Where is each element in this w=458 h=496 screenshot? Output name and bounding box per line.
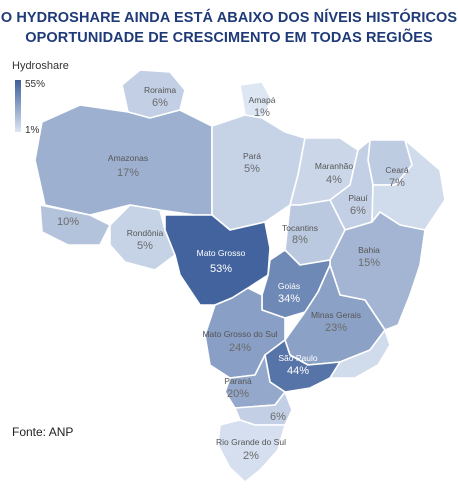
label-rio-grande-do-sul-value: 2% — [243, 450, 259, 462]
source-note: Fonte: ANP — [12, 425, 74, 439]
label-sao-paulo-name: São Paulo — [278, 353, 317, 363]
label-amapa-value: 1% — [254, 107, 270, 119]
state-labels: Roraima 6% Amapá 1% Amazonas 17% Pará 5%… — [57, 85, 409, 462]
label-santa-catarina-value: 6% — [270, 411, 286, 423]
state-acre — [39, 204, 111, 246]
state-rio-grande-do-sul — [217, 419, 286, 483]
label-tocantins-name: Tocantins — [282, 223, 318, 233]
label-amazonas-value: 17% — [117, 167, 139, 179]
label-minas-gerais-value: 23% — [325, 322, 347, 334]
label-rio-grande-do-sul-name: Rio Grande do Sul — [216, 437, 286, 447]
state-amapa — [239, 81, 273, 119]
legend-color-scale — [15, 80, 21, 132]
label-acre-value: 10% — [57, 216, 79, 228]
map-title-line-2: OPORTUNIDADE DE CRESCIMENTO EM TODAS REG… — [25, 30, 433, 46]
state-regions — [34, 69, 446, 483]
label-goias-value: 34% — [278, 293, 300, 305]
label-maranhao-value: 4% — [326, 174, 342, 186]
label-mato-grosso-name: Mato Grosso — [197, 248, 246, 258]
label-ceara-name: Ceará — [385, 165, 408, 175]
label-para-name: Pará — [243, 151, 261, 161]
state-rio-de-janeiro — [329, 329, 391, 379]
label-bahia-value: 15% — [358, 257, 380, 269]
label-para-value: 5% — [244, 163, 260, 175]
label-ceara-value: 7% — [389, 177, 405, 189]
label-maranhao-name: Maranhão — [315, 161, 354, 171]
label-goias-name: Goiás — [278, 281, 300, 291]
label-amapa-name: Amapá — [249, 95, 276, 105]
label-roraima-name: Roraima — [144, 85, 176, 95]
legend-min-label: 1% — [25, 125, 40, 136]
label-sao-paulo-value: 44% — [287, 365, 309, 377]
label-piaui-name: Piauí — [348, 193, 368, 203]
label-rondonia-value: 5% — [137, 240, 153, 252]
label-parana-name: Paraná — [224, 376, 252, 386]
map-title-line-1: O HYDROSHARE AINDA ESTÁ ABAIXO DOS NÍVEI… — [0, 10, 458, 26]
label-roraima-value: 6% — [152, 97, 168, 109]
label-bahia-name: Bahia — [358, 245, 380, 255]
legend-max-label: 55% — [25, 79, 46, 90]
legend-title: Hydroshare — [12, 60, 69, 72]
label-mato-grosso-do-sul-name: Mato Grosso do Sul — [202, 329, 277, 339]
label-tocantins-value: 8% — [292, 234, 308, 246]
label-minas-gerais-name: Minas Gerais — [311, 310, 361, 320]
label-rondonia-name: Rondônia — [127, 228, 164, 238]
label-mato-grosso-value: 53% — [210, 263, 232, 275]
label-parana-value: 20% — [227, 388, 249, 400]
label-piaui-value: 6% — [350, 205, 366, 217]
label-amazonas-name: Amazonas — [108, 153, 148, 163]
label-mato-grosso-do-sul-value: 24% — [229, 342, 251, 354]
